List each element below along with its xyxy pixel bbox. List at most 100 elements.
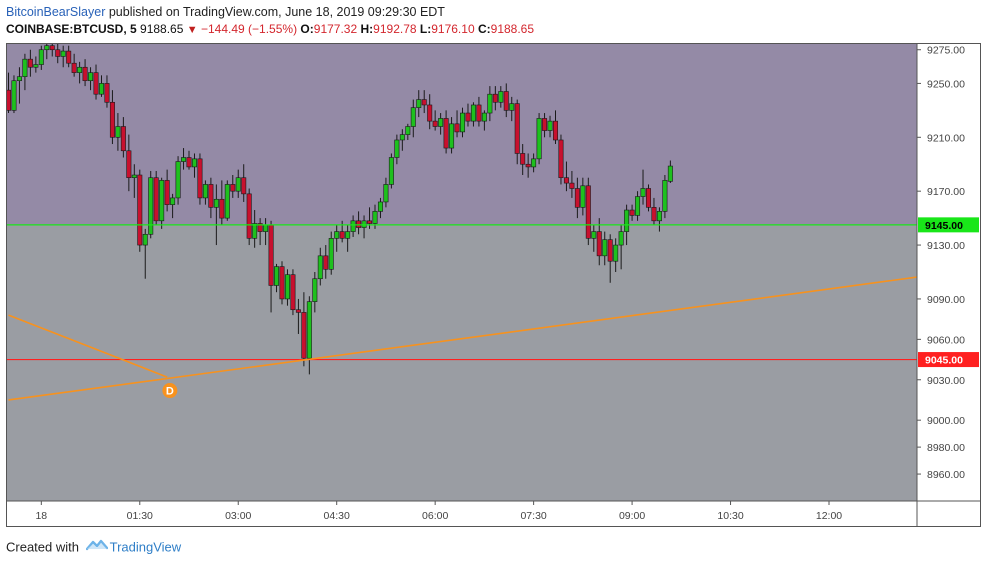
open-value: 9177.32 [313, 22, 358, 36]
candle-body [131, 174, 137, 179]
candle [574, 177, 580, 219]
publish-info: BitcoinBearSlayer published on TradingVi… [6, 4, 981, 21]
candle-body [148, 177, 154, 235]
candle-body [356, 220, 362, 228]
candle [531, 153, 537, 173]
candle-body [640, 188, 646, 197]
candle-body [525, 163, 531, 168]
candle-body [22, 58, 28, 77]
candle-body [613, 244, 619, 262]
candle [142, 228, 148, 279]
candle [230, 175, 236, 198]
candle [656, 207, 662, 232]
candle-body [284, 274, 290, 300]
candle [492, 86, 498, 111]
candle-body [596, 231, 602, 257]
price-level-badge: 9045.00 [918, 352, 979, 368]
candle-body [295, 309, 301, 313]
candle [55, 43, 61, 64]
candle [202, 180, 208, 205]
candle-body [361, 220, 367, 228]
candle-body [263, 224, 269, 232]
candle-body [449, 123, 455, 149]
candle [104, 75, 110, 108]
chart-frame [6, 43, 981, 527]
y-tick-label: 8960.00 [927, 469, 965, 481]
candle [164, 169, 170, 212]
candle-body [624, 209, 630, 232]
candle [219, 180, 225, 225]
candle-body [350, 220, 356, 232]
candle-body [252, 223, 258, 239]
candles-group [6, 43, 673, 375]
price-change: −144.49 (−1.55%) [201, 22, 298, 36]
candle-body [367, 220, 373, 224]
candle-body [492, 93, 498, 103]
candle-body [323, 255, 329, 270]
published-text: published on TradingView.com, June 18, 2… [105, 5, 445, 19]
candle-body [580, 185, 586, 208]
candle [274, 263, 280, 293]
candle-body [93, 72, 99, 95]
candle [82, 59, 88, 87]
candle [383, 177, 389, 208]
tradingview-brand-link[interactable]: TradingView [109, 539, 182, 555]
y-tick-label: 9275.00 [927, 45, 965, 57]
candle-body [509, 103, 515, 111]
candle-body [651, 207, 657, 222]
candle-body [274, 266, 280, 286]
candle-body [38, 49, 44, 65]
candle [115, 113, 121, 151]
lower-zone [6, 224, 917, 501]
candle-body [629, 209, 635, 216]
candle-body [213, 198, 219, 208]
candle [301, 292, 307, 367]
candle [246, 188, 252, 246]
candle [109, 90, 115, 145]
candle-body [49, 45, 55, 51]
candle [476, 96, 482, 127]
candle-body [547, 120, 553, 131]
candle-body [443, 118, 449, 149]
candle [470, 102, 476, 127]
candle [137, 169, 143, 252]
x-tick-label: 07:30 [520, 510, 546, 522]
candle-body [175, 161, 181, 199]
candle-body [164, 180, 170, 205]
price-level-badge-bg [918, 352, 979, 368]
candle-body [224, 184, 230, 219]
y-tick-label: 9130.00 [927, 240, 965, 252]
y-tick-label: 9060.00 [927, 334, 965, 346]
candle [585, 177, 591, 246]
candle [399, 129, 405, 151]
x-tick-label: 04:30 [324, 510, 350, 522]
candle-body [219, 198, 225, 219]
candle [153, 170, 159, 225]
candle [131, 164, 137, 198]
candle-body [60, 50, 66, 57]
candle-body [159, 180, 165, 222]
candle [449, 117, 455, 154]
candle [295, 298, 301, 334]
candle [552, 110, 558, 145]
candle-body [460, 112, 466, 133]
candle-body [170, 197, 176, 205]
candle [388, 153, 394, 189]
candle-body [104, 83, 110, 103]
x-tick-label: 12:00 [816, 510, 842, 522]
drawings-group: D [6, 224, 917, 401]
candle [525, 153, 531, 178]
high-label: H: [360, 22, 374, 36]
candle-body [569, 182, 575, 189]
high-value: 9192.78 [373, 22, 417, 36]
candle-body [328, 238, 334, 270]
author-link[interactable]: BitcoinBearSlayer [6, 5, 106, 19]
candle-body [27, 58, 33, 68]
candle-body [82, 66, 88, 82]
marker-circle [162, 383, 178, 399]
created-with-text: Created with [6, 539, 79, 555]
candle [405, 123, 411, 140]
candle [427, 94, 433, 130]
candle [208, 177, 214, 219]
